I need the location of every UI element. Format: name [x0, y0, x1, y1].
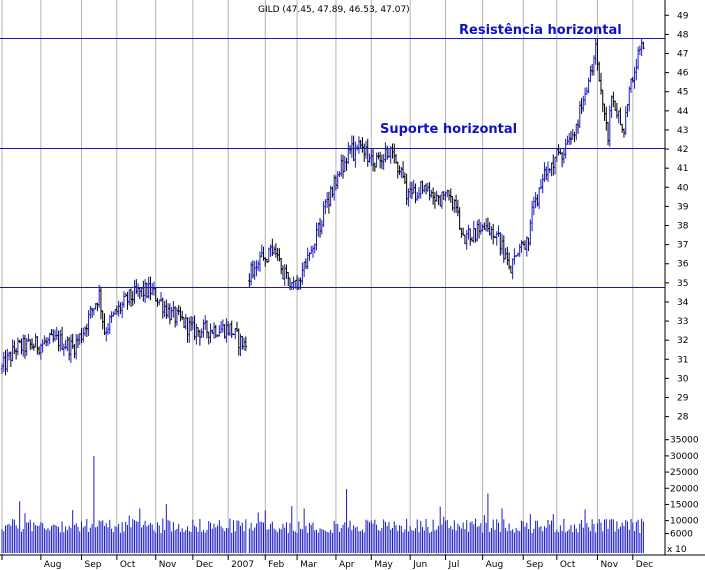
volume-tick-label: 6000: [670, 530, 693, 540]
volume-tick-label: 35000: [670, 436, 699, 446]
volume-tick-label: 20000: [670, 484, 699, 494]
price-tick-label: 32: [677, 336, 688, 346]
date-tick-label: Dec: [636, 560, 653, 570]
price-tick-label: 29: [677, 394, 689, 404]
date-tick-label: Aug: [44, 560, 62, 570]
date-tick-label: Aug: [486, 560, 504, 570]
date-tick-label: Apr: [339, 560, 355, 570]
price-tick-label: 30: [677, 374, 689, 384]
date-tick-label: Oct: [120, 560, 136, 570]
date-tick-label: May: [374, 560, 393, 570]
volume-axis-ticks: 6000 10000 15000 20000 25000 30000 35000: [665, 436, 699, 540]
price-tick-label: 45: [677, 88, 688, 98]
volume-bars: [1, 455, 644, 553]
price-tick-label: 42: [677, 145, 688, 155]
resistance-annotation: Resistência horizontal: [459, 23, 622, 38]
volume-tick-label: 30000: [670, 452, 699, 462]
date-tick-label: Jul: [448, 560, 460, 570]
date-tick-label: Mar: [300, 560, 317, 570]
price-tick-label: 49: [677, 11, 689, 21]
price-tick-label: 31: [677, 355, 688, 365]
price-tick-label: 39: [677, 202, 689, 212]
date-tick-label: Sep: [85, 560, 102, 570]
price-tick-label: 33: [677, 317, 688, 327]
price-tick-label: 35: [677, 279, 688, 289]
date-axis-ticks: Aug Sep Oct Nov Dec 2007 Feb Mar Apr May Jun Jul Aug…: [1, 555, 653, 570]
date-tick-label: Dec: [196, 560, 213, 570]
date-tick-label: Nov: [600, 560, 618, 570]
date-tick-label: Feb: [268, 560, 284, 570]
chart-title: GILD (47.45, 47.89, 46.53, 47.07): [258, 5, 410, 15]
price-axis-ticks: 28 29 30 31 32 33 34 35 36 37 38 39 40 41 42 43 44 45 46 47…: [665, 11, 689, 423]
price-tick-label: 44: [677, 107, 689, 117]
volume-tick-label: 10000: [670, 517, 699, 527]
price-tick-label: 43: [677, 126, 688, 136]
horizontal-levels: [0, 38, 665, 288]
date-tick-label: 2007: [231, 560, 254, 570]
price-tick-label: 28: [677, 413, 689, 423]
price-tick-label: 36: [677, 260, 689, 270]
date-tick-label: Oct: [560, 560, 576, 570]
price-tick-label: 46: [677, 69, 689, 79]
volume-tick-label: 25000: [670, 468, 699, 478]
date-tick-label: Nov: [159, 560, 177, 570]
price-tick-label: 48: [677, 30, 689, 40]
date-tick-label: Sep: [526, 560, 543, 570]
price-tick-label: 47: [677, 50, 688, 60]
month-gridlines: [1, 0, 634, 555]
price-tick-label: 40: [677, 183, 689, 193]
price-tick-label: 38: [677, 222, 689, 232]
price-tick-label: 37: [677, 241, 688, 251]
price-bars: [0, 38, 645, 376]
date-tick-label: Jun: [412, 560, 427, 570]
support-annotation: Suporte horizontal: [380, 122, 517, 137]
price-tick-label: 41: [677, 164, 688, 174]
volume-unit-label: x 10: [667, 545, 687, 555]
volume-tick-label: 15000: [670, 500, 699, 510]
price-tick-label: 34: [677, 298, 689, 308]
